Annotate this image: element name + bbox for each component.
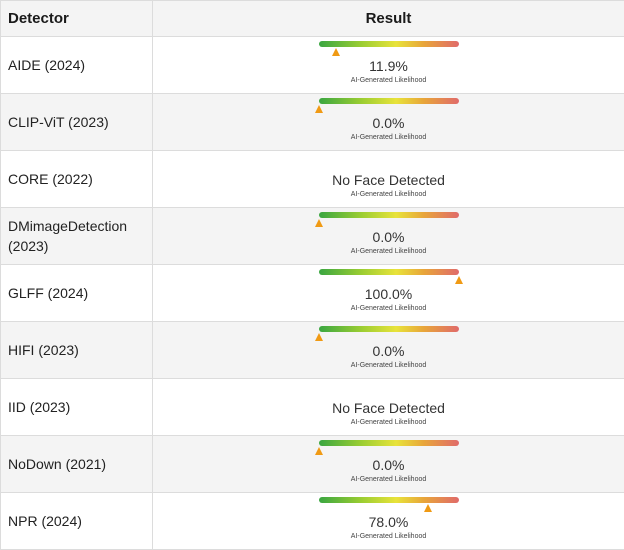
- result-cell: 11.9% AI-Generated Likelihood: [153, 37, 624, 94]
- result-cell: 0.0% AI-Generated Likelihood: [153, 322, 624, 379]
- result-cell: 0.0% AI-Generated Likelihood: [153, 208, 624, 265]
- detector-name: IID (2023): [1, 379, 153, 436]
- detector-name: NoDown (2021): [1, 436, 153, 493]
- no-face-status: No Face Detected: [153, 172, 624, 188]
- likelihood-caption: AI-Generated Likelihood: [153, 533, 624, 540]
- likelihood-caption: AI-Generated Likelihood: [153, 476, 624, 483]
- likelihood-caption: AI-Generated Likelihood: [153, 77, 624, 84]
- detector-name: CLIP-ViT (2023): [1, 94, 153, 151]
- likelihood-value: 0.0%: [153, 115, 624, 131]
- detector-name: AIDE (2024): [1, 37, 153, 94]
- likelihood-caption: AI-Generated Likelihood: [153, 419, 624, 426]
- table-row: IID (2023)No Face Detected AI-Generated L…: [1, 379, 624, 436]
- detector-name: HIFI (2023): [1, 322, 153, 379]
- result-cell: 0.0% AI-Generated Likelihood: [153, 436, 624, 493]
- likelihood-gauge-bar: [319, 269, 459, 275]
- likelihood-marker-icon: [315, 219, 323, 227]
- likelihood-value: 0.0%: [153, 229, 624, 245]
- detector-column-header: Detector: [1, 1, 153, 37]
- likelihood-marker-icon: [315, 447, 323, 455]
- header-row: Detector Result: [1, 1, 624, 37]
- likelihood-gauge-bar: [319, 41, 459, 47]
- likelihood-gauge-bar: [319, 212, 459, 218]
- likelihood-value: 78.0%: [153, 514, 624, 530]
- table-row: GLFF (2024)100.0% AI-Generated Likelihood: [1, 265, 624, 322]
- detector-name: DMimageDetection (2023): [1, 208, 153, 265]
- likelihood-caption: AI-Generated Likelihood: [153, 191, 624, 198]
- detector-name: GLFF (2024): [1, 265, 153, 322]
- table-row: NoDown (2021)0.0% AI-Generated Likelihood: [1, 436, 624, 493]
- detector-name: CORE (2022): [1, 151, 153, 208]
- likelihood-marker-icon: [315, 105, 323, 113]
- likelihood-marker-icon: [424, 504, 432, 512]
- likelihood-marker-icon: [332, 48, 340, 56]
- likelihood-marker-icon: [455, 276, 463, 284]
- likelihood-gauge-bar: [319, 326, 459, 332]
- likelihood-marker-icon: [315, 333, 323, 341]
- result-cell: 100.0% AI-Generated Likelihood: [153, 265, 624, 322]
- table-row: HIFI (2023)0.0% AI-Generated Likelihood: [1, 322, 624, 379]
- likelihood-gauge-bar: [319, 497, 459, 503]
- likelihood-gauge-bar: [319, 98, 459, 104]
- table-row: CLIP-ViT (2023)0.0% AI-Generated Likeliho…: [1, 94, 624, 151]
- no-face-status: No Face Detected: [153, 400, 624, 416]
- table-row: DMimageDetection (2023)0.0% AI-Generated …: [1, 208, 624, 265]
- detector-name: NPR (2024): [1, 493, 153, 550]
- likelihood-caption: AI-Generated Likelihood: [153, 305, 624, 312]
- result-cell: 78.0% AI-Generated Likelihood: [153, 493, 624, 550]
- result-cell: 0.0% AI-Generated Likelihood: [153, 94, 624, 151]
- table-row: CORE (2022)No Face Detected AI-Generated …: [1, 151, 624, 208]
- result-cell: No Face Detected AI-Generated Likelihood: [153, 151, 624, 208]
- likelihood-value: 11.9%: [153, 58, 624, 74]
- likelihood-value: 0.0%: [153, 343, 624, 359]
- result-column-header: Result: [153, 1, 624, 37]
- table-row: AIDE (2024)11.9% AI-Generated Likelihood: [1, 37, 624, 94]
- likelihood-caption: AI-Generated Likelihood: [153, 134, 624, 141]
- likelihood-gauge-bar: [319, 440, 459, 446]
- table-header: Detector Result: [1, 1, 624, 37]
- likelihood-value: 100.0%: [153, 286, 624, 302]
- table-row: NPR (2024)78.0% AI-Generated Likelihood: [1, 493, 624, 550]
- likelihood-value: 0.0%: [153, 457, 624, 473]
- result-cell: No Face Detected AI-Generated Likelihood: [153, 379, 624, 436]
- likelihood-caption: AI-Generated Likelihood: [153, 362, 624, 369]
- likelihood-caption: AI-Generated Likelihood: [153, 248, 624, 255]
